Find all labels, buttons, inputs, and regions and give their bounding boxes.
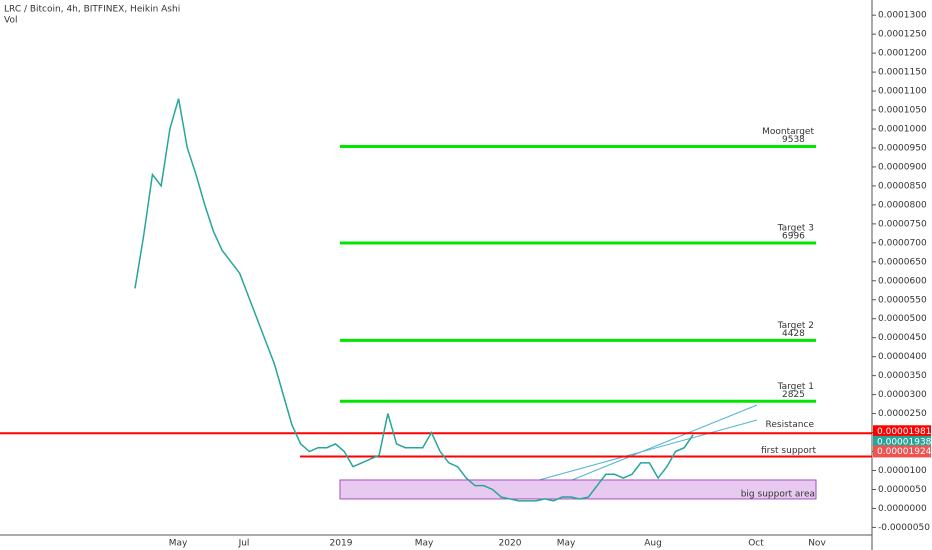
price-tag-label: 0.00001981 xyxy=(877,427,931,437)
y-tick-label: 0.0000100 xyxy=(878,466,927,476)
y-tick-label: 0.0000750 xyxy=(878,219,927,229)
y-tick-label: 0.0000400 xyxy=(878,352,927,362)
target-label: Target 1 xyxy=(777,382,814,392)
target-label: Target 2 xyxy=(777,321,814,331)
target-label: Moontarget xyxy=(762,127,814,137)
price-tag xyxy=(873,445,931,458)
x-tick-label: May xyxy=(169,539,188,549)
x-tick-label: May xyxy=(415,539,434,549)
x-tick-label: Oct xyxy=(748,539,764,549)
price-tag-label: 0.00001924 xyxy=(877,447,932,457)
price-tag xyxy=(873,425,931,438)
y-tick-label: 0.0000250 xyxy=(878,409,927,419)
y-tick-label: 0.0000950 xyxy=(878,143,927,153)
y-tick-label: -0.0000050 xyxy=(878,523,930,533)
y-tick-label: 0.0001100 xyxy=(878,87,927,97)
y-tick-label: 0.0001000 xyxy=(878,125,927,135)
price-tag xyxy=(873,435,931,448)
y-tick-label: 0.0000500 xyxy=(878,314,927,324)
channel-top xyxy=(539,404,758,494)
target-value: 4428 xyxy=(782,329,805,339)
target-value: 6996 xyxy=(782,231,805,241)
volume-label: Vol xyxy=(4,16,17,26)
y-tick-label: 0.0000050 xyxy=(878,485,927,495)
support-label: first support xyxy=(761,446,816,456)
price-tag-label: 0.00001938 xyxy=(877,437,932,447)
y-tick-label: 0.0000550 xyxy=(878,295,927,305)
x-tick-label: May xyxy=(557,539,576,549)
target-label: Target 3 xyxy=(777,223,814,233)
y-tick-label: 0.0000350 xyxy=(878,371,927,381)
y-tick-label: 0.0000600 xyxy=(878,276,927,286)
x-tick-label: Nov xyxy=(808,539,826,549)
support-area-label: big support area xyxy=(741,489,815,499)
y-tick-label: 0.0000800 xyxy=(878,200,927,210)
y-tick-label: 0.0001200 xyxy=(878,49,927,59)
y-tick-label: 0.0000450 xyxy=(878,333,927,343)
y-tick-label: 0.0000850 xyxy=(878,181,927,191)
y-tick-label: 0.0000000 xyxy=(878,504,927,514)
target-value: 2825 xyxy=(782,390,805,400)
x-tick-label: 2020 xyxy=(499,539,522,549)
y-tick-label: 0.0001150 xyxy=(878,68,927,78)
y-tick-label: 0.0000900 xyxy=(878,162,927,172)
x-tick-label: 2019 xyxy=(330,539,353,549)
channel-bottom xyxy=(509,419,758,489)
x-tick-label: Jul xyxy=(238,539,250,549)
y-tick-label: 0.0001300 xyxy=(878,11,927,21)
x-tick-label: Aug xyxy=(644,539,662,549)
y-tick-label: 0.0000300 xyxy=(878,390,927,400)
y-tick-label: 0.0001050 xyxy=(878,106,927,116)
y-tick-label: 0.0000650 xyxy=(878,257,927,267)
y-tick-label: 0.0000700 xyxy=(878,238,927,248)
target-value: 9538 xyxy=(782,135,805,145)
y-tick-label: 0.0001250 xyxy=(878,30,927,40)
resistance-label: Resistance xyxy=(766,420,815,430)
chart-title: LRC / Bitcoin, 4h, BITFINEX, Heikin Ashi xyxy=(4,5,180,15)
price-line xyxy=(134,98,694,502)
